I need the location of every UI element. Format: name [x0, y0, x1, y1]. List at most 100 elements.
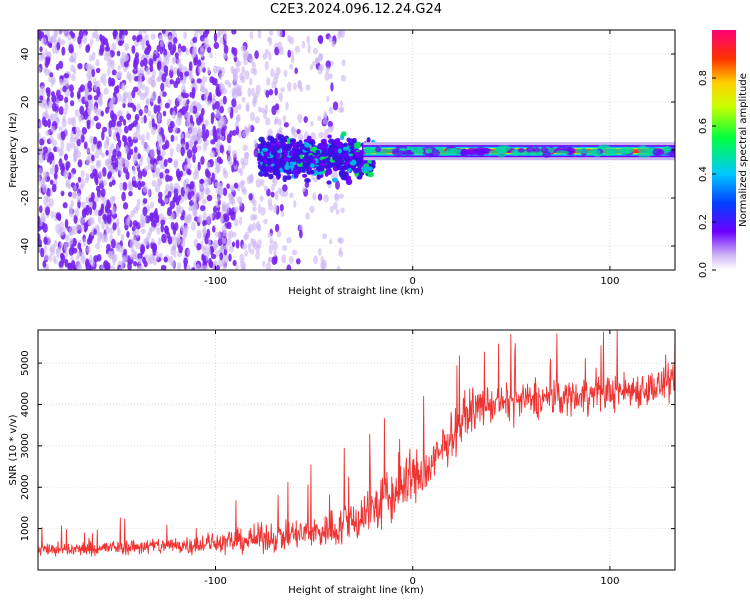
noise-blob: [231, 150, 238, 158]
noise-blob: [102, 214, 107, 221]
band-blob: [272, 155, 278, 163]
noise-blob: [119, 168, 123, 176]
noise-blob: [84, 91, 90, 97]
band-blob: [275, 163, 282, 169]
noise-blob: [263, 218, 268, 225]
noise-blob: [234, 67, 241, 73]
snr-x-label: Height of straight line (km): [288, 585, 424, 596]
noise-blob: [219, 115, 225, 126]
noise-blob: [175, 196, 180, 206]
signal-blob: [391, 150, 406, 156]
band-blob: [367, 171, 374, 178]
noise-blob: [340, 74, 347, 82]
noise-blob: [93, 95, 99, 101]
noise-blob: [287, 81, 292, 92]
noise-blob: [254, 116, 260, 124]
noise-blob: [335, 208, 340, 215]
noise-blob: [115, 84, 120, 94]
noise-blob: [297, 79, 302, 89]
noise-blob: [115, 132, 120, 139]
noise-blob: [72, 150, 78, 161]
noise-blob: [231, 231, 237, 238]
noise-blob: [58, 106, 64, 116]
signal-blob: [617, 149, 631, 155]
noise-blob: [239, 253, 245, 264]
noise-blob: [247, 87, 252, 98]
noise-blob: [107, 165, 112, 172]
noise-blob: [159, 172, 164, 179]
noise-blob: [196, 78, 202, 84]
noise-blob: [85, 206, 90, 216]
noise-blob: [90, 38, 94, 46]
noise-blob: [282, 245, 288, 251]
noise-blob: [220, 127, 226, 137]
spectrogram-x-label: Height of straight line (km): [288, 286, 424, 297]
noise-blob: [149, 64, 154, 73]
noise-blob: [206, 194, 213, 202]
noise-blob: [243, 156, 249, 166]
noise-blob: [163, 158, 168, 168]
noise-blob: [48, 42, 53, 49]
noise-blob: [297, 113, 303, 123]
noise-blob: [221, 206, 227, 212]
noise-blob: [269, 238, 274, 245]
band-blob: [354, 151, 362, 159]
noise-blob: [320, 262, 326, 269]
noise-blob: [223, 248, 228, 256]
band-blob: [338, 170, 346, 176]
noise-blob: [45, 265, 49, 270]
noise-blob: [175, 168, 181, 179]
noise-blob: [157, 140, 162, 151]
noise-blob: [322, 119, 328, 125]
noise-blob: [163, 48, 168, 58]
band-blob: [292, 167, 299, 174]
noise-blob: [150, 33, 156, 40]
band-blob: [290, 156, 297, 162]
noise-blob: [189, 181, 195, 190]
noise-blob: [325, 66, 330, 73]
noise-blob: [95, 59, 100, 67]
colorbar: 0.0 0.2 0.4 0.6 0.8 Normalized spectral ampl…: [698, 30, 749, 278]
noise-blob: [110, 60, 115, 70]
noise-blob: [330, 82, 334, 92]
noise-blob: [241, 261, 247, 270]
colorbar-tick-label: 0.6: [698, 118, 709, 134]
spectrogram-y-label: Frequency (Hz): [8, 112, 19, 188]
noise-blob: [220, 215, 224, 224]
noise-blob: [320, 255, 324, 264]
noise-blob: [58, 30, 63, 36]
band-blob: [275, 140, 280, 147]
band-blob: [282, 156, 289, 162]
noise-blob: [142, 57, 148, 67]
noise-blob: [233, 206, 239, 213]
noise-blob: [224, 79, 230, 86]
band-blob: [339, 158, 345, 166]
noise-blob: [215, 165, 220, 174]
noise-blob: [213, 32, 218, 43]
noise-blob: [142, 30, 147, 34]
noise-blob: [73, 184, 77, 191]
noise-blob: [213, 260, 218, 267]
noise-blob: [210, 247, 215, 253]
noise-blob: [85, 262, 92, 270]
noise-blob: [157, 197, 163, 204]
signal-blob: [414, 148, 424, 155]
noise-blob: [223, 244, 229, 250]
noise-blob: [72, 191, 78, 199]
signal-blob: [542, 151, 551, 158]
noise-blob: [294, 45, 301, 53]
noise-blob: [167, 190, 172, 198]
noise-blob: [199, 178, 205, 185]
noise-blob: [273, 118, 278, 126]
noise-blob: [269, 30, 274, 36]
noise-blob: [279, 203, 284, 212]
band-blob: [319, 143, 325, 148]
noise-blob: [235, 125, 240, 136]
noise-blob: [140, 228, 146, 235]
noise-blob: [58, 126, 63, 132]
noise-blob: [141, 83, 146, 90]
noise-blob: [140, 116, 144, 124]
noise-blob: [74, 208, 80, 217]
noise-blob: [317, 35, 324, 43]
noise-blob: [313, 255, 318, 264]
